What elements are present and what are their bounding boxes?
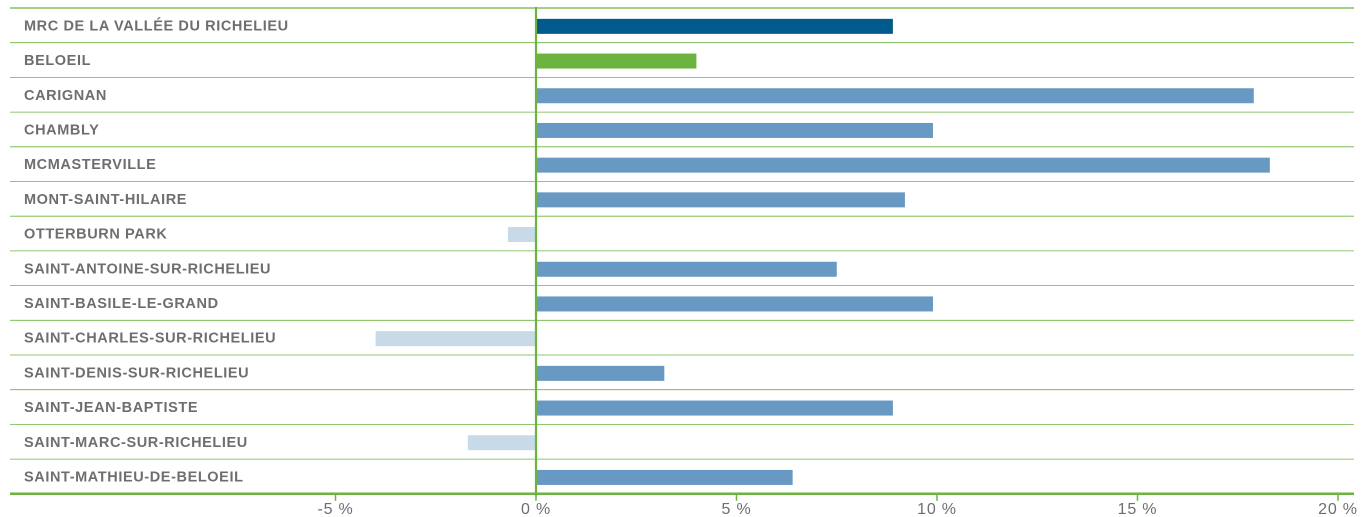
bar: [536, 365, 665, 381]
category-label: SAINT-CHARLES-SUR-RICHELIEU: [24, 331, 276, 347]
grid-lines: [10, 7, 1354, 460]
x-tick-label: 15 %: [1118, 501, 1158, 517]
bar: [536, 469, 793, 485]
bar: [536, 157, 1270, 173]
category-label: OTTERBURN PARK: [24, 227, 167, 243]
category-label: SAINT-ANTOINE-SUR-RICHELIEU: [24, 261, 271, 277]
category-label: MCMASTERVILLE: [24, 157, 156, 173]
bar: [467, 435, 536, 451]
bar: [536, 296, 933, 312]
bar: [536, 53, 697, 69]
bar: [507, 227, 536, 243]
category-labels: MRC DE LA VALLÉE DU RICHELIEU BELOEIL CARI…: [24, 17, 289, 485]
x-tick-label: 20 %: [1318, 501, 1358, 517]
bar: [536, 192, 905, 208]
category-label: CARIGNAN: [24, 88, 107, 104]
category-label: BELOEIL: [24, 53, 91, 69]
bar: [536, 400, 893, 416]
x-tick-label: -5 %: [317, 501, 353, 517]
category-label: MRC DE LA VALLÉE DU RICHELIEU: [24, 17, 289, 34]
bars: [375, 18, 1270, 485]
x-tick-label: 5 %: [722, 501, 752, 517]
category-label: CHAMBLY: [24, 122, 99, 138]
category-label: SAINT-MATHIEU-DE-BELOEIL: [24, 469, 244, 485]
bar: [536, 261, 837, 277]
category-label: SAINT-BASILE-LE-GRAND: [24, 296, 219, 312]
bar: [536, 18, 893, 34]
x-tick-label: 10 %: [917, 501, 957, 517]
bar: [536, 88, 1254, 104]
x-tick-label: 0 %: [521, 501, 551, 517]
category-label: SAINT-JEAN-BAPTISTE: [24, 400, 198, 416]
bar: [536, 122, 933, 138]
category-label: MONT-SAINT-HILAIRE: [24, 192, 187, 208]
bar: [375, 331, 536, 347]
category-label: SAINT-DENIS-SUR-RICHELIEU: [24, 365, 249, 381]
axis: -5 % 0 % 5 % 10 % 15 % 20 %: [10, 7, 1358, 517]
category-label: SAINT-MARC-SUR-RICHELIEU: [24, 435, 248, 451]
